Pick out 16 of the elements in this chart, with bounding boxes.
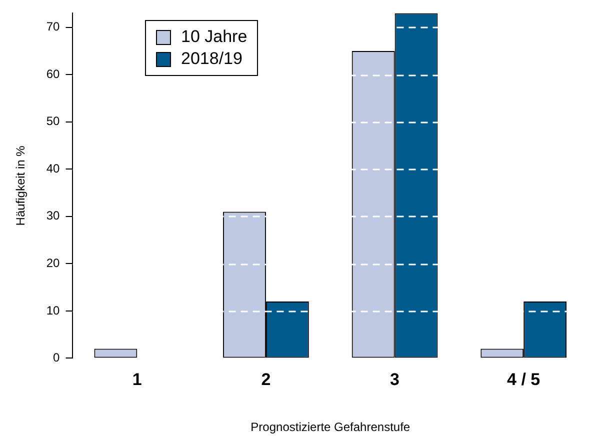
y-tick-label: 50 [46,114,60,128]
y-tick-label: 70 [46,20,60,34]
x-axis-title: Prognostizierte Gefahrenstufe [250,420,410,434]
x-tick-label: 3 [390,370,400,390]
legend-label: 10 Jahre [181,27,248,47]
y-tick-label: 20 [46,256,60,270]
x-tick-label: 2 [261,370,271,390]
legend-label: 2018/19 [181,49,242,69]
y-tick-label: 30 [46,208,60,223]
y-tick-label: 60 [46,66,60,81]
y-tick-label: 0 [53,350,60,365]
x-tick-label: 1 [132,370,142,390]
y-tick-label: 40 [46,161,60,176]
x-tick-label: 4 / 5 [507,370,540,390]
y-tick-label: 10 [46,303,60,318]
y-axis-title: Häufigkeit in % [14,145,28,226]
